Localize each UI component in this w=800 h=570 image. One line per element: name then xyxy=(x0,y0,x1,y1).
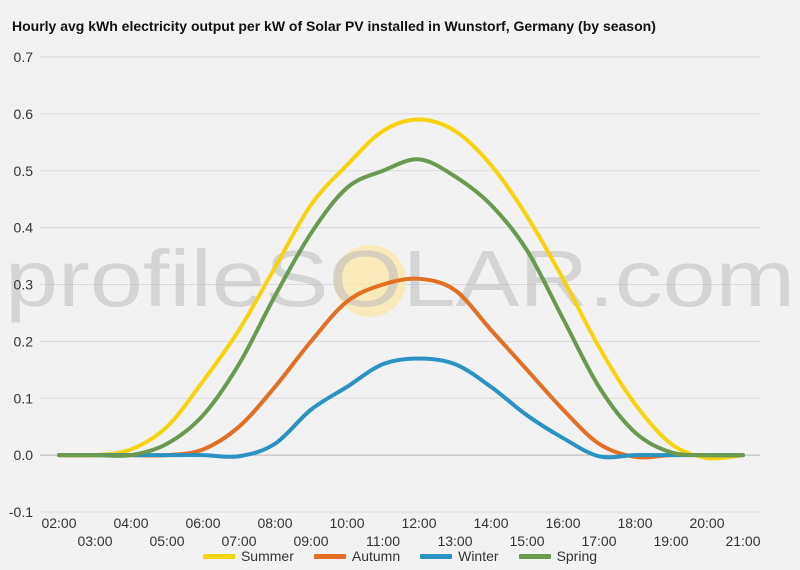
x-tick-label: 14:00 xyxy=(473,515,508,531)
legend-swatch xyxy=(202,553,235,559)
legend-swatch xyxy=(313,553,346,559)
x-tick-label: 02:00 xyxy=(41,515,76,531)
x-tick-label: 10:00 xyxy=(329,515,364,531)
legend-item-summer[interactable]: Summer xyxy=(202,548,294,564)
x-tick-label: 17:00 xyxy=(581,533,616,549)
y-tick-label: 0.0 xyxy=(14,447,34,463)
y-tick-label: 0.7 xyxy=(14,49,34,65)
y-axis-ticks: -0.1 0.0 0.1 0.2 0.3 0.4 0.5 0.6 0.7 xyxy=(9,49,33,520)
x-tick-label: 08:00 xyxy=(257,515,292,531)
x-tick-label: 18:00 xyxy=(617,515,652,531)
legend-item-autumn[interactable]: Autumn xyxy=(313,548,401,564)
y-tick-label: 0.6 xyxy=(14,106,34,122)
y-tick-label: 0.4 xyxy=(14,220,34,236)
legend-label: Autumn xyxy=(351,548,401,564)
x-tick-label: 05:00 xyxy=(149,533,184,549)
legend-label: Spring xyxy=(556,548,598,564)
legend-item-winter[interactable]: Winter xyxy=(420,548,499,564)
legend: Summer Autumn Winter Spring xyxy=(0,548,800,564)
x-tick-label: 06:00 xyxy=(185,515,220,531)
x-tick-label: 16:00 xyxy=(545,515,580,531)
y-tick-label: 0.5 xyxy=(14,163,34,179)
x-tick-label: 12:00 xyxy=(401,515,436,531)
legend-swatch xyxy=(420,553,453,559)
x-tick-label: 09:00 xyxy=(293,533,328,549)
x-tick-label: 03:00 xyxy=(77,533,112,549)
x-tick-label: 04:00 xyxy=(113,515,148,531)
series-line-spring xyxy=(57,157,745,458)
series-line-winter xyxy=(57,356,745,460)
legend-label: Summer xyxy=(240,548,294,564)
x-tick-label: 11:00 xyxy=(366,533,400,549)
x-tick-label: 07:00 xyxy=(221,533,256,549)
x-tick-label: 19:00 xyxy=(653,533,688,549)
series-line-summer xyxy=(57,117,745,461)
x-axis-ticks: 02:0003:0004:0005:0006:0007:0008:0009:00… xyxy=(41,515,760,549)
legend-item-spring[interactable]: Spring xyxy=(518,548,598,564)
x-tick-label: 13:00 xyxy=(437,533,472,549)
y-tick-label: 0.1 xyxy=(14,390,34,406)
y-tick-label: 0.2 xyxy=(14,333,34,349)
y-tick-label: 0.3 xyxy=(14,277,34,293)
chart-title: Hourly avg kWh electricity output per kW… xyxy=(12,18,656,34)
x-tick-label: 15:00 xyxy=(509,533,544,549)
y-tick-label: -0.1 xyxy=(9,504,33,520)
series-lines xyxy=(57,117,745,461)
legend-swatch xyxy=(518,553,551,559)
legend-label: Winter xyxy=(458,548,499,564)
x-tick-label: 20:00 xyxy=(689,515,724,531)
x-tick-label: 21:00 xyxy=(725,533,760,549)
